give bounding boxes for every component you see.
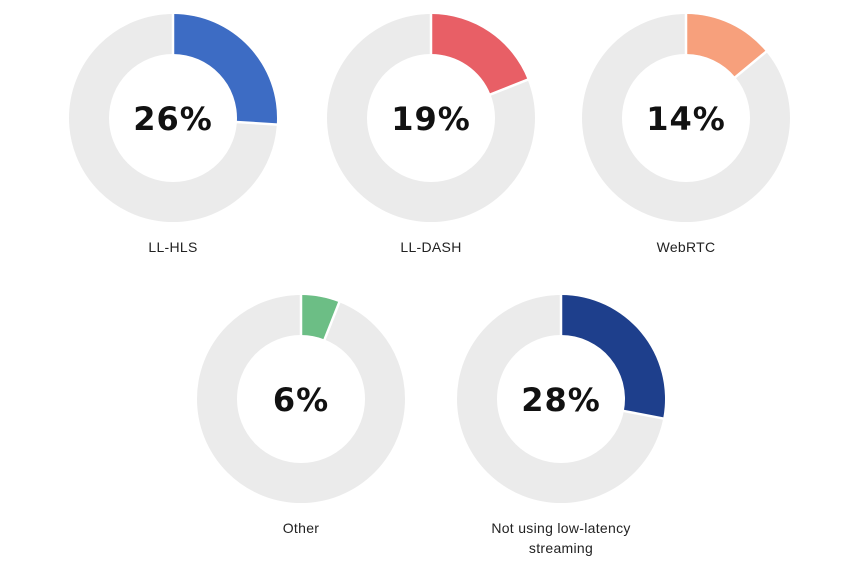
donut-slice-webrtc bbox=[686, 14, 767, 78]
donut-svg-ll-hls: 26% bbox=[69, 13, 278, 222]
donut-ll-dash: 19% LL-DASH bbox=[301, 13, 561, 283]
donut-svg-not-using-low-latency-streaming: 28% bbox=[457, 294, 665, 503]
donut-slice-ll-hls bbox=[173, 14, 277, 125]
donut-slice-not-using-low-latency-streaming bbox=[561, 295, 665, 419]
donut-slice-ll-dash bbox=[431, 14, 528, 95]
percent-label-not-using-low-latency-streaming: 28% bbox=[521, 381, 601, 419]
category-label-ll-dash: LL-DASH bbox=[400, 239, 462, 255]
donut-ll-hls: 26% LL-HLS bbox=[43, 13, 303, 283]
donut-svg-webrtc: 14% bbox=[582, 13, 790, 222]
donut-slice-other bbox=[301, 295, 340, 340]
donut-other: 6% Other bbox=[171, 294, 431, 564]
donut-webrtc: 14% WebRTC bbox=[556, 13, 816, 283]
slice-separator-end bbox=[323, 300, 341, 341]
category-label-not-using-low-latency-streaming: Not using low-latency streaming bbox=[491, 520, 631, 556]
percent-label-other: 6% bbox=[273, 381, 329, 419]
slice-separator-end bbox=[622, 409, 665, 420]
donut-svg-ll-dash: 19% bbox=[327, 13, 535, 222]
slice-separator-end bbox=[235, 120, 278, 126]
percent-label-webrtc: 14% bbox=[646, 100, 726, 138]
slice-separator-end bbox=[733, 50, 768, 79]
donut-not-using-low-latency-streaming: 28% Not using low-latency streaming bbox=[431, 294, 691, 564]
category-label-other: Other bbox=[282, 520, 320, 536]
category-label-ll-hls: LL-HLS bbox=[148, 239, 198, 255]
percent-label-ll-hls: 26% bbox=[133, 100, 213, 138]
category-label-webrtc: WebRTC bbox=[656, 239, 716, 255]
donut-svg-other: 6% bbox=[197, 294, 405, 503]
percent-label-ll-dash: 19% bbox=[391, 100, 471, 138]
slice-separator-end bbox=[489, 78, 530, 96]
